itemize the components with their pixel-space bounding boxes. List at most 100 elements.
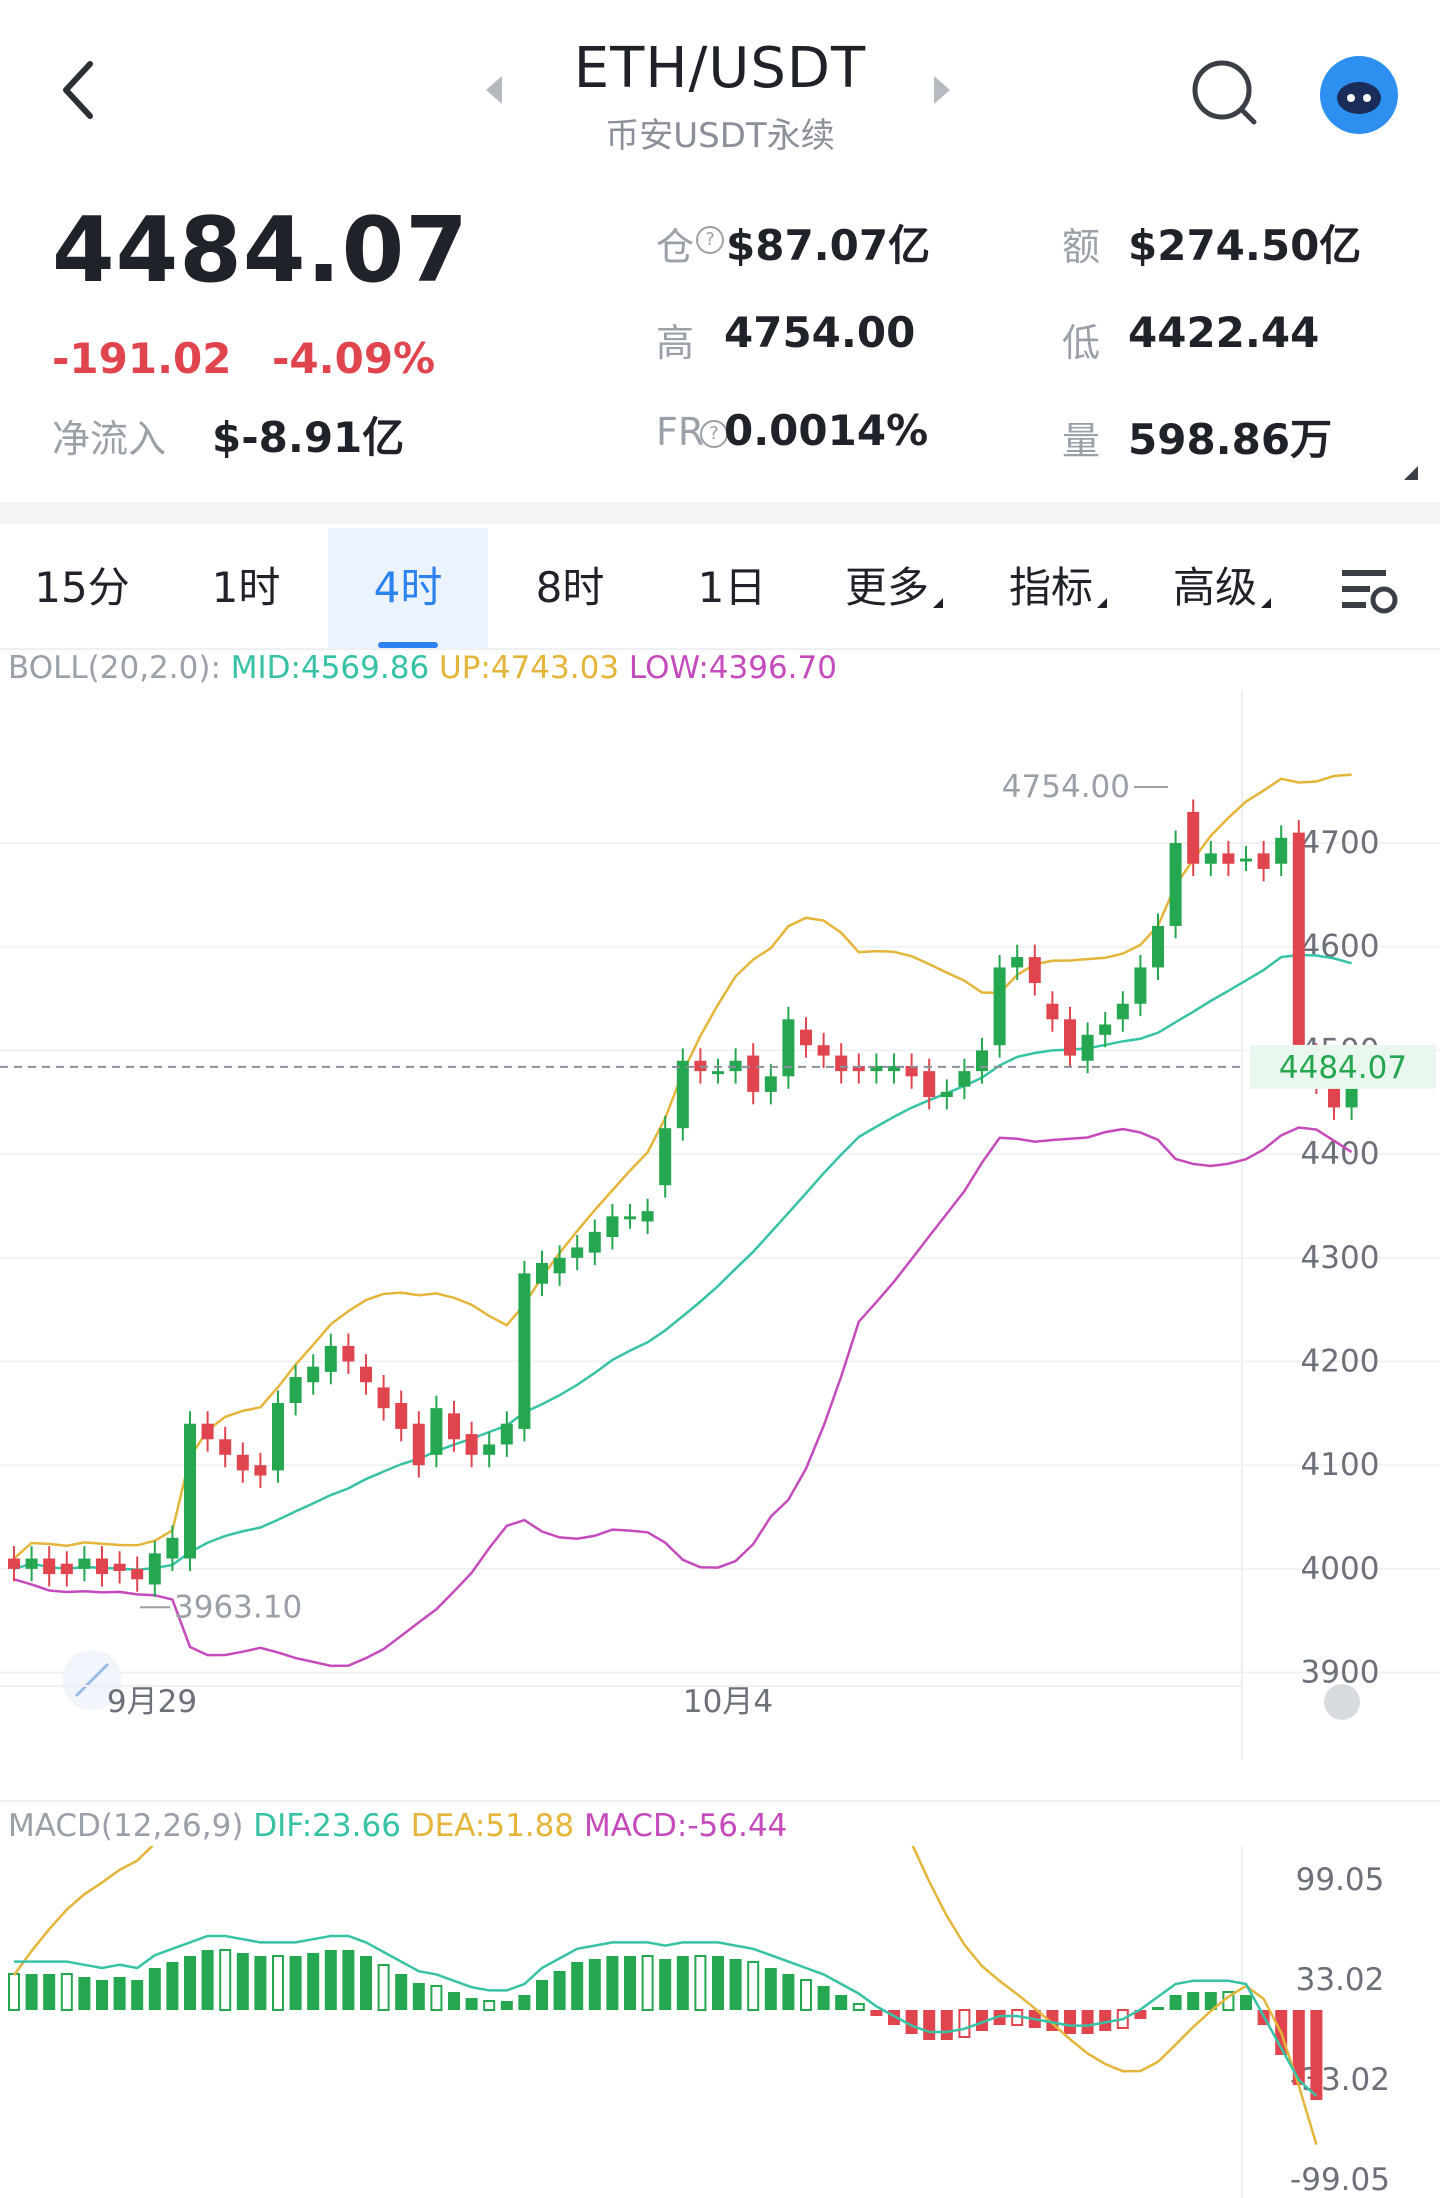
chart-settings-button[interactable] — [1334, 564, 1404, 620]
boll-legend: BOLL(20,2.0): MID:4569.86 UP:4743.03 LOW… — [8, 650, 837, 686]
candle — [606, 1216, 619, 1238]
macd-bar — [624, 1956, 636, 2010]
macd-bar — [8, 1973, 20, 2011]
candle — [25, 1558, 38, 1569]
net-inflow-label: 净流入 — [52, 417, 167, 461]
macd-bar — [148, 1968, 161, 2010]
price-axis-label: 4400 — [1301, 1136, 1380, 1172]
search-button[interactable] — [1188, 56, 1264, 132]
tab-4h[interactable]: 4时 — [328, 528, 488, 648]
macd-bar — [993, 2010, 1006, 2025]
macd-bar — [483, 2000, 496, 2011]
macd-bar — [835, 1995, 848, 2010]
candle — [307, 1366, 320, 1383]
next-pair-icon[interactable] — [934, 76, 950, 104]
candle — [1011, 957, 1024, 968]
candle — [500, 1423, 513, 1445]
candle — [289, 1377, 302, 1403]
candle — [1134, 967, 1147, 1004]
back-button[interactable] — [52, 50, 112, 130]
x-axis-label: 9月29 — [107, 1684, 197, 1720]
candle — [923, 1071, 936, 1098]
candle — [377, 1387, 390, 1409]
tab-advanced[interactable]: 高级 — [1140, 528, 1304, 648]
macd-bar — [606, 1956, 619, 2010]
macd-bar — [659, 1959, 672, 2010]
candle — [148, 1553, 161, 1585]
candle — [905, 1065, 918, 1077]
tab-more[interactable]: 更多 — [812, 528, 976, 648]
section-divider — [0, 502, 1440, 524]
candle — [676, 1060, 689, 1129]
candle — [1240, 858, 1252, 862]
pair-subtitle: 币安USDT永续 — [605, 116, 835, 156]
macd-bar — [324, 1950, 337, 2010]
candle — [1152, 925, 1164, 968]
macd-bar — [1081, 2010, 1094, 2034]
macd-dea-line — [12, 1846, 1318, 2145]
macd-bar — [131, 1980, 144, 2010]
candle — [553, 1257, 566, 1274]
tab-1d[interactable]: 1日 — [697, 563, 767, 612]
net-inflow-value: $-8.91亿 — [212, 413, 405, 462]
candle — [976, 1050, 988, 1072]
candle — [782, 1019, 795, 1077]
candle — [324, 1345, 337, 1372]
macd-bar — [448, 1992, 460, 2010]
macd-bar — [800, 1979, 812, 2011]
candle — [201, 1423, 214, 1440]
candle — [1275, 837, 1288, 864]
candle — [958, 1071, 971, 1087]
tab-15m[interactable]: 15分 — [34, 563, 130, 612]
macd-chart[interactable]: 99.05 33.02 -33.02 -99.05 — [0, 1846, 1440, 2198]
macd-bar — [412, 1983, 425, 2010]
macd-bar — [641, 1955, 654, 2011]
macd-bar — [1099, 2010, 1112, 2031]
macd-name: MACD(12,26,9) — [8, 1808, 244, 1844]
robot-icon — [1337, 82, 1381, 114]
candle — [1257, 853, 1270, 869]
macd-bar — [465, 1998, 478, 2010]
macd-bar — [25, 1974, 38, 2010]
macd-bar — [1169, 1995, 1182, 2010]
macd-bar — [817, 1986, 830, 2010]
macd-bar — [729, 1959, 742, 2010]
macd-bar — [377, 1964, 390, 2011]
candle — [747, 1055, 760, 1092]
candle — [712, 1071, 724, 1075]
macd-bar — [712, 1956, 724, 2010]
macd-bar — [764, 1968, 777, 2010]
funding-rate-value: 0.0014% — [724, 406, 929, 455]
candle — [518, 1273, 531, 1429]
macd-bar — [1204, 1992, 1217, 2010]
macd-bar — [500, 2001, 513, 2010]
search-icon — [1192, 60, 1257, 125]
macd-bar — [201, 1950, 214, 2010]
prev-pair-icon[interactable] — [486, 76, 502, 104]
tab-indicators[interactable]: 指标 — [976, 528, 1140, 648]
candle — [1064, 1019, 1076, 1056]
open-interest-value: $87.07亿 — [726, 221, 931, 270]
assistant-avatar[interactable] — [1320, 56, 1398, 134]
tabs-divider — [0, 648, 1440, 650]
macd-bar — [60, 1973, 73, 2011]
candlestick-chart[interactable]: 4700460045004400430042004100400039004484… — [0, 690, 1440, 1760]
candle — [430, 1408, 443, 1455]
candle — [184, 1423, 196, 1559]
candle — [835, 1055, 848, 1072]
help-icon[interactable]: ? — [696, 226, 724, 254]
max-price-label: 4754.00 — [1002, 769, 1130, 805]
candle — [641, 1211, 654, 1222]
price-axis-label: 4300 — [1301, 1240, 1380, 1276]
tab-8h[interactable]: 8时 — [535, 563, 605, 612]
tab-1h[interactable]: 1时 — [211, 563, 281, 612]
candle — [219, 1439, 232, 1455]
macd-axis-label: 33.02 — [1296, 1962, 1385, 1998]
macd-bar — [113, 1977, 126, 2010]
candle — [1081, 1034, 1094, 1061]
expand-corner-icon[interactable] — [1404, 466, 1418, 480]
macd-bar — [1292, 2010, 1305, 2085]
fr-help-icon[interactable]: ? — [700, 420, 728, 448]
boll-upper-line — [13, 773, 1352, 1560]
macd-bar — [694, 1955, 707, 2011]
